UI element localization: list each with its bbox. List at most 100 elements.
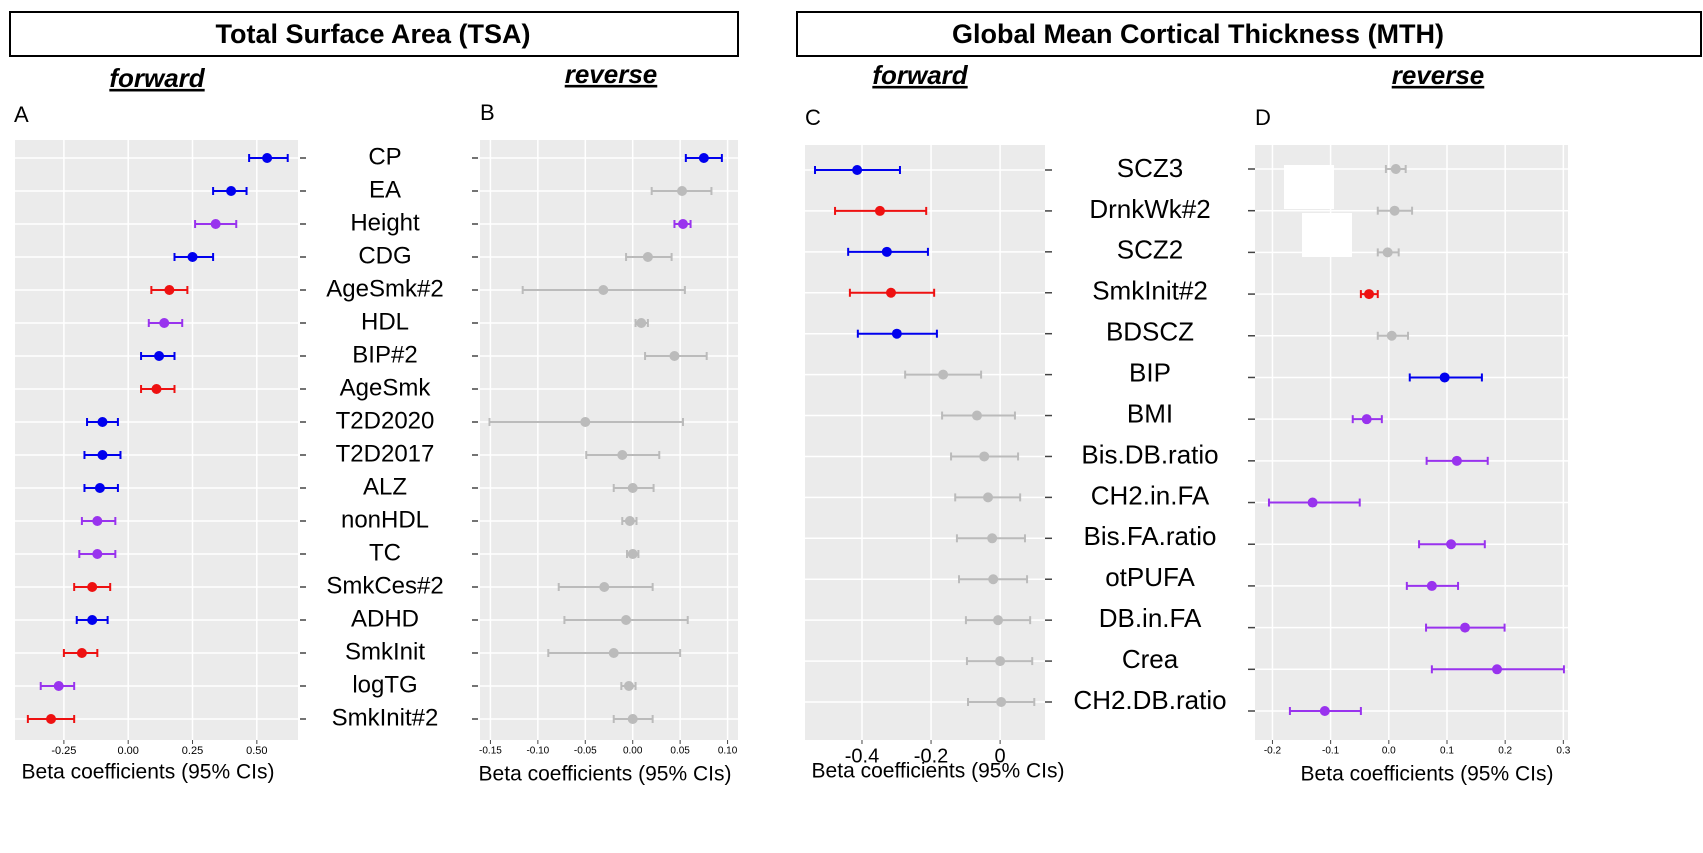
point [580,417,591,427]
x-tick-label: 0.00 [623,746,643,757]
point [852,165,863,175]
point [627,483,638,493]
category-label: CP [368,143,401,170]
x-tick-label: 0.2 [1498,746,1512,757]
occluder [1302,213,1352,257]
category-label: BDSCZ [1106,317,1194,347]
x-tick-label: -0.2 [914,745,948,767]
point [987,533,998,544]
point [1364,289,1375,300]
category-label: CH2.DB.ratio [1073,685,1226,715]
x-tick-label: 0.3 [1556,746,1570,757]
point [598,285,609,295]
x-tick-label: 0.0 [1382,746,1396,757]
point [891,328,902,339]
point [621,615,632,625]
category-label: T2D2020 [336,407,435,434]
panel-subtitle: reverse [565,59,658,89]
point [1460,622,1471,633]
x-tick-label: 0.25 [182,745,203,757]
x-tick-label: -0.15 [479,746,502,757]
point [97,450,108,460]
category-label: DrnkWk#2 [1089,194,1210,224]
category-label: SmkInit#2 [332,704,439,731]
category-label: Crea [1122,644,1179,674]
point [938,369,949,380]
category-label: SCZ2 [1117,235,1183,265]
category-label: Bis.FA.ratio [1084,521,1217,551]
point [1382,247,1393,258]
x-tick-label: 0.1 [1440,746,1454,757]
category-label: logTG [352,671,417,698]
category-label: nonHDL [341,506,429,533]
point [1386,330,1397,341]
point [94,483,105,493]
point [627,549,638,559]
panel-letter: B [480,100,495,125]
point [46,714,57,724]
x-axis-label: Beta coefficients (95% CIs) [479,763,732,786]
section-title: Global Mean Cortical Thickness (MTH) [952,19,1444,49]
point [881,246,892,257]
point [642,252,653,262]
category-label: Bis.DB.ratio [1081,439,1218,469]
point [636,318,647,328]
panel-subtitle: reverse [1392,60,1485,90]
category-label: BMI [1127,398,1173,428]
point [1426,580,1437,591]
point [87,582,98,592]
point [1307,497,1318,508]
point [623,681,634,691]
category-label: HDL [361,308,409,335]
point [885,287,896,298]
point [627,714,638,724]
x-tick-label: -0.25 [51,745,76,757]
point [617,450,628,460]
panel-subtitle: forward [872,60,968,90]
point [1389,205,1400,216]
plot-background [480,140,738,740]
x-tick-label: 0.05 [670,746,690,757]
x-tick-label: -0.2 [1264,746,1282,757]
category-label: CDG [358,242,411,269]
category-label: AgeSmk [340,374,432,401]
point [874,205,885,216]
category-label: CH2.in.FA [1091,480,1210,510]
x-axis-label: Beta coefficients (95% CIs) [1301,763,1554,786]
x-tick-label: -0.10 [526,746,549,757]
point [996,697,1007,707]
point [97,417,108,427]
point [1492,664,1503,675]
section-title: Total Surface Area (TSA) [215,19,530,49]
point [154,351,165,361]
category-label: Height [350,209,420,236]
point [995,656,1006,667]
plot-background [15,140,298,740]
point [53,681,64,691]
x-tick-label: 0.10 [718,746,738,757]
panel-letter: D [1255,105,1271,130]
category-label: SmkInit#2 [1092,276,1208,306]
point [669,351,680,361]
x-tick-label: 0.50 [246,745,267,757]
category-label: SmkCes#2 [326,572,443,599]
point [1451,455,1462,466]
x-axis-label: Beta coefficients (95% CIs) [812,760,1065,783]
point [698,153,709,163]
point [599,582,610,592]
point [608,648,619,658]
category-label: T2D2017 [336,440,435,467]
point [87,615,98,625]
point [226,186,237,196]
category-label: otPUFA [1105,562,1195,592]
point [1446,539,1457,550]
point [210,219,221,229]
point [971,410,982,421]
point [624,516,635,526]
x-tick-label: -0.4 [845,745,879,767]
point [262,153,273,163]
panel-subtitle: forward [109,63,205,93]
occluder [1284,165,1334,209]
point [164,285,175,295]
